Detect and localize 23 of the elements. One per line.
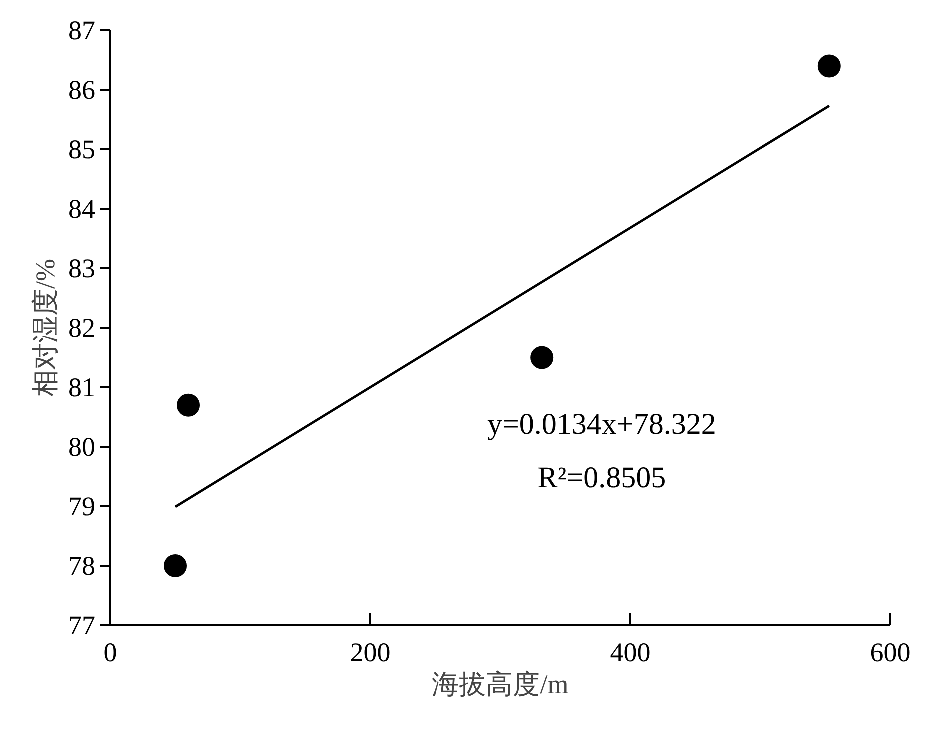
point (164, 554, 187, 578)
x-tick-label: 0 (104, 638, 118, 668)
y-tick-label: 77 (68, 610, 96, 640)
y-axis-title: 相对湿度/% (30, 258, 60, 397)
y-tick-label: 87 (68, 16, 96, 46)
point (530, 346, 554, 370)
x-tick-label: 200 (350, 638, 391, 668)
x-axis-title: 海拔高度/m (432, 670, 569, 700)
x-tick-label: 400 (610, 638, 651, 668)
y-tick-label: 81 (68, 372, 96, 402)
point (177, 394, 200, 417)
annotation: y=0.0134x+78.322 (487, 408, 716, 442)
x-tick-label: 600 (870, 638, 911, 668)
y-tick-label: 79 (68, 492, 96, 522)
y-tick-label: 84 (68, 194, 96, 224)
y-tick-label: 78 (68, 551, 96, 581)
y-tick-label: 86 (68, 75, 96, 105)
y-tick-label: 85 (68, 134, 96, 164)
point (818, 54, 841, 78)
y-tick-label: 80 (68, 432, 96, 462)
annotation: R²=0.8505 (538, 462, 666, 495)
y-tick-label: 83 (68, 254, 96, 284)
y-tick-label: 82 (68, 313, 96, 343)
